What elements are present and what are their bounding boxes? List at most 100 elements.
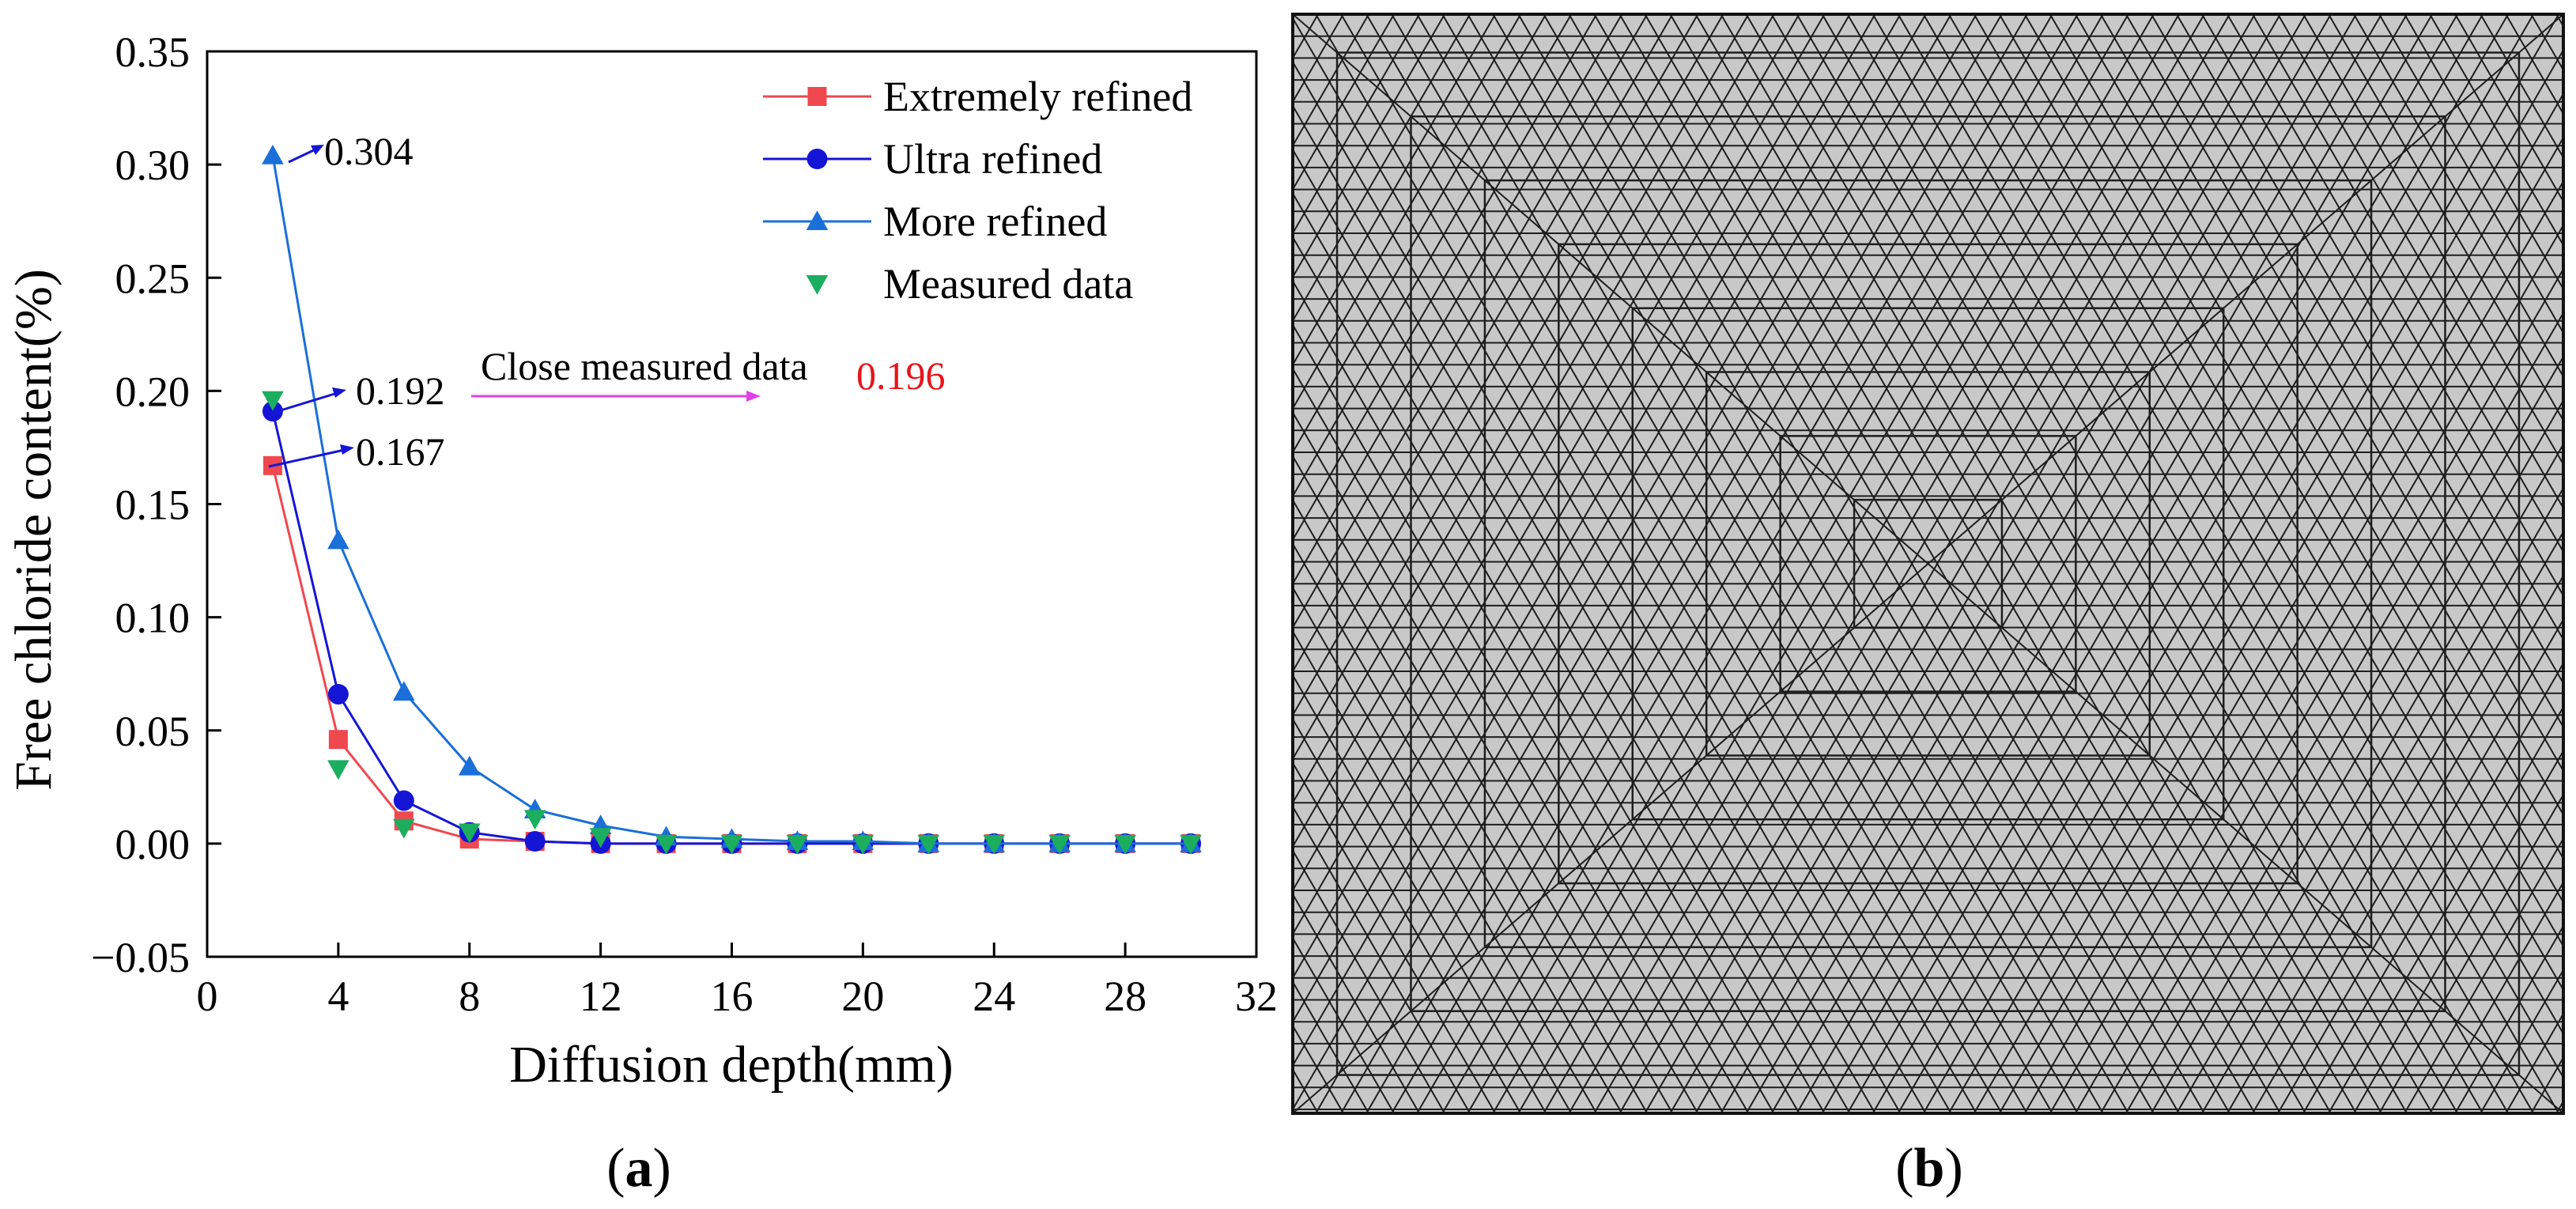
data-point	[262, 401, 283, 422]
mesh-line	[2404, 14, 2563, 291]
mesh-line	[2277, 14, 2563, 510]
mesh-line	[2454, 924, 2563, 1113]
mesh-line	[2302, 14, 2563, 467]
data-point	[393, 681, 415, 701]
mesh-line	[1846, 14, 2483, 1113]
mesh-line	[2277, 618, 2563, 1113]
mesh-line	[1293, 674, 1547, 1113]
mesh-line	[2302, 661, 2563, 1113]
legend-entry: Ultra refined	[763, 135, 1102, 183]
mesh-line	[1293, 14, 1902, 1067]
mesh-line	[1293, 14, 1623, 586]
mesh-line	[1568, 14, 2205, 1113]
mesh-line	[1340, 14, 1977, 1113]
mesh-line	[2252, 14, 2563, 553]
mesh-line	[1293, 14, 1876, 1024]
annotation-arrowhead-0304	[311, 145, 324, 155]
data-point	[458, 755, 481, 776]
series-measured-data	[262, 391, 1202, 855]
mesh-line	[1441, 14, 2079, 1113]
mesh-line	[1618, 14, 2256, 1113]
series-line	[271, 465, 1192, 845]
y-tick-label: 0.10	[115, 595, 191, 642]
mesh-line	[2454, 14, 2563, 203]
mesh-line	[1293, 848, 1446, 1113]
series-more-refined	[262, 144, 1202, 852]
data-point	[983, 834, 1006, 855]
mesh-line	[1293, 14, 1573, 498]
mesh-line	[2049, 223, 2563, 1113]
mesh-line	[2378, 793, 2563, 1113]
mesh-line	[2074, 267, 2563, 1113]
y-axis-label: Free chloride content(%)	[5, 269, 62, 791]
mesh-line	[2252, 574, 2563, 1113]
annotation-arrowhead-0167	[340, 444, 354, 455]
data-point	[917, 834, 940, 855]
data-point	[458, 823, 481, 844]
mesh-line	[1467, 14, 2104, 1113]
mesh-line	[1593, 14, 2230, 1113]
data-point	[328, 730, 348, 750]
series-line	[271, 155, 1192, 845]
mesh-line	[1293, 629, 1573, 1113]
mesh-line	[2099, 311, 2563, 1113]
mesh-border	[1291, 13, 2565, 1115]
legend-marker	[806, 149, 828, 169]
mesh-line	[1293, 14, 1750, 805]
legend-label: More refined	[883, 198, 1107, 245]
series-line	[271, 410, 1192, 845]
data-point	[589, 828, 612, 848]
x-tick-label: 32	[1235, 973, 1278, 1020]
mesh-line	[1293, 14, 1851, 980]
mesh-line	[2429, 14, 2563, 247]
mesh-lines	[1293, 14, 2563, 1113]
annotation-0196: 0.196	[856, 353, 946, 398]
mesh-line	[1293, 893, 1420, 1113]
mesh-line	[1694, 14, 2332, 1113]
mesh-line	[1770, 14, 2408, 1113]
x-tick-label: 16	[711, 973, 754, 1020]
mesh-line	[1293, 14, 1598, 542]
mesh-line	[2353, 749, 2563, 1113]
y-tick-label: 0.30	[115, 142, 191, 189]
mesh-line	[2378, 14, 2563, 334]
mesh-line	[1293, 14, 1775, 848]
mesh-line	[1720, 14, 2357, 1113]
data-point	[655, 834, 678, 855]
y-tick-label: 0.25	[115, 255, 191, 302]
panel-b-mesh	[1291, 13, 2565, 1115]
panel-label-a: (a)	[606, 1138, 671, 1199]
annotation-arrow-0192	[272, 391, 341, 414]
mesh-line	[1293, 14, 1522, 410]
mesh-line	[1872, 14, 2509, 1113]
y-tick-label: 0.15	[115, 482, 191, 529]
mesh-line	[1669, 14, 2306, 1113]
legend-entry: Measured data	[806, 260, 1133, 308]
data-point	[327, 529, 349, 550]
data-point	[1180, 834, 1202, 855]
mesh-line	[1517, 14, 2155, 1113]
legend-label: Measured data	[883, 260, 1133, 308]
annotation-arrow-0167	[268, 448, 349, 468]
mesh-line	[1293, 14, 1826, 936]
mesh-line	[2328, 14, 2563, 422]
mesh-line	[1293, 717, 1522, 1113]
mesh-line	[2404, 837, 2563, 1113]
mesh-line	[1293, 14, 1927, 1111]
data-point	[327, 760, 349, 780]
mesh-line	[1922, 14, 2560, 1113]
mesh-line	[2023, 179, 2563, 1113]
y-tick-label: 0.00	[115, 821, 191, 868]
mesh-line	[1293, 14, 1800, 892]
mesh-line	[1293, 14, 1497, 367]
mesh-line	[2353, 14, 2563, 379]
annotation-arrowhead-0192	[332, 387, 346, 398]
y-tick-label: 0.05	[115, 708, 191, 755]
legend: Extremely refined Ultra refined More refin…	[763, 73, 1192, 308]
mesh-line	[1293, 14, 1649, 629]
annotation-0304: 0.304	[324, 129, 414, 173]
mesh-line	[2227, 530, 2563, 1113]
plot-frame	[206, 50, 1258, 958]
mesh-line	[1796, 14, 2433, 1113]
mesh-line	[1416, 14, 2053, 1113]
